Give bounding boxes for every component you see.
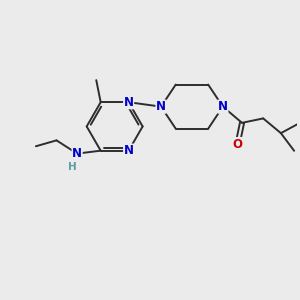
Text: N: N	[156, 100, 166, 113]
Text: N: N	[72, 147, 82, 160]
Text: N: N	[124, 144, 134, 157]
Text: O: O	[232, 137, 243, 151]
Text: H: H	[68, 162, 77, 172]
Text: N: N	[124, 96, 134, 109]
Text: N: N	[218, 100, 228, 113]
